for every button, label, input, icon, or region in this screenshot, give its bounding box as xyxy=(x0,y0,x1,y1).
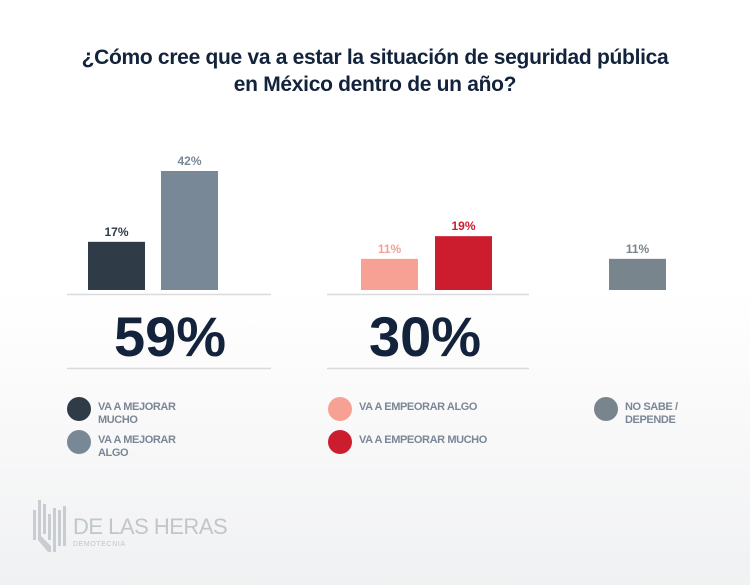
bar-value-label: 42% xyxy=(177,154,201,168)
bar-value-label: 11% xyxy=(378,242,402,256)
legend-swatch xyxy=(594,397,618,421)
bar-no-sabe-0 xyxy=(609,258,666,290)
legend-swatch xyxy=(328,430,352,454)
chart-title-line-1: ¿Cómo cree que va a estar la situación d… xyxy=(81,46,669,69)
bar-value-label: 11% xyxy=(626,242,650,256)
brand-name: DE LAS HERAS xyxy=(73,514,228,539)
brand-logo: DE LAS HERAS DEMOTECNIA xyxy=(33,500,228,552)
chart-title-line-2: en México dentro de un año? xyxy=(233,73,517,96)
bar-value-label: 19% xyxy=(451,219,475,233)
legend-item-mejorar-mucho: VA A MEJORAR MUCHO xyxy=(67,397,193,427)
legend-swatch xyxy=(67,430,91,454)
legend-item-no-sabe: NO SABE / DEPENDE xyxy=(594,397,685,427)
legend-label: NO SABE / DEPENDE xyxy=(625,401,678,426)
legend-swatch xyxy=(328,397,352,421)
chart-title: ¿Cómo cree que va a estar la situación d… xyxy=(0,44,750,98)
legend-label: VA A MEJORAR ALGO xyxy=(98,434,176,459)
brand-subtitle: DEMOTECNIA xyxy=(73,541,126,548)
brand-logo-icon xyxy=(33,500,66,552)
legend-item-mejorar-algo: VA A MEJORAR ALGO xyxy=(67,430,193,460)
group-total-empeorar: 30% xyxy=(369,305,481,368)
legend-item-empeorar-algo: VA A EMPEORAR ALGO xyxy=(328,397,489,421)
legend-label: VA A MEJORAR MUCHO xyxy=(98,401,176,426)
legend-label: VA A EMPEORAR ALGO xyxy=(359,401,478,413)
bar-chart: 17% 42% 59% 11% 19% 30% 11% xyxy=(67,154,666,370)
legend-swatch xyxy=(67,397,91,421)
bar-mejorar-1 xyxy=(161,171,218,290)
bar-empeorar-0 xyxy=(361,258,418,290)
legend-label: VA A EMPEORAR MUCHO xyxy=(359,434,487,446)
group-total-mejorar: 59% xyxy=(114,305,226,368)
legend-item-empeorar-mucho: VA A EMPEORAR MUCHO xyxy=(328,430,489,454)
bar-value-label: 17% xyxy=(104,225,128,239)
bar-mejorar-0 xyxy=(88,241,145,290)
bar-empeorar-1 xyxy=(435,236,492,290)
